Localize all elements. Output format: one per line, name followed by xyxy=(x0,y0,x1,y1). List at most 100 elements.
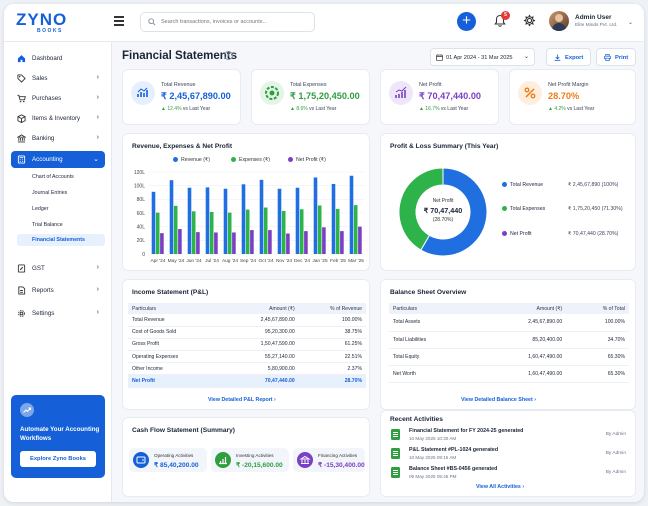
tag-icon xyxy=(17,74,26,83)
bar-net-profit xyxy=(250,230,254,254)
sidebar-item-settings[interactable]: Settings › xyxy=(11,305,105,322)
logo[interactable]: ZYNO BOOKS xyxy=(16,11,68,34)
sidebar-item-label: Dashboard xyxy=(32,55,63,62)
box-icon xyxy=(17,114,26,123)
submenu-ledger[interactable]: Ledger xyxy=(32,206,49,212)
view-all-activities-link[interactable]: View All Activities › xyxy=(476,484,525,490)
search-box[interactable] xyxy=(140,12,315,32)
download-icon xyxy=(554,54,561,61)
legend-revenue: Revenue (₹) xyxy=(173,157,210,163)
cashflow-value: ₹ 85,40,200.00 xyxy=(154,462,199,469)
kpi-value: ₹ 1,75,20,450.00 xyxy=(290,91,360,101)
bank-icon xyxy=(297,452,313,468)
bar-expenses xyxy=(299,209,304,254)
date-range-picker[interactable]: 01 Apr 2024 - 31 Mar 2025 ⌄ xyxy=(430,48,535,66)
x-tick-label: Dec '24 xyxy=(294,258,310,264)
submenu-journal-entries[interactable]: Journal Entries xyxy=(32,190,68,196)
print-button[interactable]: Print xyxy=(596,48,636,66)
sidebar-item-label: Banking xyxy=(32,135,55,142)
table-row: Gross Profit 1,50,47,590.00 61.25% xyxy=(128,338,366,352)
calculator-icon xyxy=(17,155,26,164)
view-balance-sheet-link[interactable]: View Detailed Balance Sheet › xyxy=(461,397,536,403)
sidebar-item-label: Sales xyxy=(32,75,48,82)
cashflow-financing: Financing Activities ₹ -15,30,400.00 xyxy=(293,448,365,472)
y-tick-label: 120L xyxy=(134,170,145,176)
activity-item[interactable]: P&L Statement #PL-1024 generated 10 May … xyxy=(389,446,634,463)
sidebar-item-inventory[interactable]: Items & Inventory › xyxy=(11,110,105,127)
submenu-financial-statements[interactable]: Financial Statements xyxy=(17,234,105,246)
sidebar-item-sales[interactable]: Sales › xyxy=(11,70,105,87)
donut-value-expenses: ₹ 1,75,20,450 (71.30%) xyxy=(568,206,623,212)
sidebar-item-dashboard[interactable]: Dashboard xyxy=(11,50,105,67)
col-header: % of Total xyxy=(566,303,629,314)
investing-chart-icon xyxy=(215,452,231,468)
table-row-net-profit: Net Profit 70,47,440.00 28.70% xyxy=(128,374,366,388)
home-icon xyxy=(17,55,26,63)
bar-revenue xyxy=(349,175,354,254)
y-tick-label: 80L xyxy=(137,197,146,203)
bar-revenue xyxy=(313,177,318,254)
settings-gear-icon[interactable] xyxy=(523,14,536,27)
sidebar-item-label: Purchases xyxy=(32,95,62,102)
app-window: ZYNO BOOKS + 5 Admin User Elite Minds Pv… xyxy=(4,4,644,502)
activity-item[interactable]: Financial Statement for FY 2024-25 gener… xyxy=(389,427,634,444)
x-tick-label: Jun '24 xyxy=(186,258,202,264)
submenu-trial-balance[interactable]: Trial Balance xyxy=(32,222,63,228)
report-icon xyxy=(18,286,26,295)
kpi-title: Total Revenue xyxy=(161,82,196,88)
y-tick-label: 20L xyxy=(137,238,146,244)
y-tick-label: 60L xyxy=(137,211,146,217)
donut-value-revenue: ₹ 2,45,67,890 (100%) xyxy=(568,182,619,188)
col-header: % of Revenue xyxy=(298,303,366,314)
activity-title: Balance Sheet #BS-0456 generated xyxy=(409,466,498,472)
income-title: Income Statement (P&L) xyxy=(132,289,209,296)
donut-center-pct: (28.70%) xyxy=(432,217,454,223)
trend-up-icon xyxy=(20,403,34,417)
sidebar-item-reports[interactable]: Reports › xyxy=(11,282,105,299)
donut-legend-expenses: Total Expenses xyxy=(502,206,545,212)
percent-icon xyxy=(518,81,542,105)
sidebar-item-label: Reports xyxy=(32,287,54,294)
info-icon[interactable]: i xyxy=(224,51,233,60)
explore-button[interactable]: Explore Zyno Books xyxy=(20,451,96,467)
sidebar-item-purchases[interactable]: Purchases › xyxy=(11,90,105,107)
activity-item[interactable]: Balance Sheet #BS-0456 generated 09 May … xyxy=(389,465,634,482)
donut-center-label: Net Profit xyxy=(432,198,454,204)
bar-net-profit xyxy=(268,230,272,254)
recent-activities-card: Recent Activities xyxy=(380,410,636,497)
x-tick-label: Mar '25 xyxy=(348,258,364,264)
submenu-chart-of-accounts[interactable]: Chart of Accounts xyxy=(32,174,74,180)
table-header: Particulars Amount (₹) % of Revenue xyxy=(128,303,366,314)
chevron-down-icon[interactable]: ⌄ xyxy=(628,20,634,26)
view-pl-report-link[interactable]: View Detailed P&L Report › xyxy=(208,397,276,403)
sidebar-item-banking[interactable]: Banking › xyxy=(11,130,105,147)
add-new-button[interactable]: + xyxy=(457,12,476,31)
sidebar-item-accounting[interactable]: Accounting ⌄ xyxy=(11,151,105,168)
avatar[interactable] xyxy=(549,11,569,31)
print-label: Print xyxy=(615,55,629,61)
chevron-right-icon: › xyxy=(96,94,99,101)
chevron-right-icon: › xyxy=(96,264,99,271)
menu-icon[interactable] xyxy=(114,16,124,26)
bar-revenue xyxy=(277,188,282,254)
kpi-value: 28.70% xyxy=(548,91,580,101)
bar-expenses xyxy=(353,205,358,254)
bar-revenue xyxy=(241,184,246,254)
export-button[interactable]: Export xyxy=(546,48,591,66)
kpi-title: Net Profit Margin xyxy=(548,82,589,88)
date-range-text: 01 Apr 2024 - 31 Mar 2025 xyxy=(446,55,513,61)
search-input[interactable] xyxy=(161,16,311,28)
income-table: Particulars Amount (₹) % of Revenue Tota… xyxy=(128,303,366,388)
chevron-right-icon: › xyxy=(96,74,99,81)
gear-icon xyxy=(18,310,25,317)
donut-chart xyxy=(398,167,488,257)
donut-slice-revenue xyxy=(420,167,488,257)
x-tick-label: Nov '24 xyxy=(276,258,292,264)
bar-revenue xyxy=(151,191,156,254)
sidebar-item-label: Accounting xyxy=(32,156,63,163)
promo-text: Automate Your Accounting Workflows xyxy=(20,426,100,442)
revenue-expense-chart-card: Revenue, Expenses & Net Profit Revenue (… xyxy=(122,133,370,271)
sidebar-item-gst[interactable]: GST › xyxy=(11,260,105,277)
chart-title: Revenue, Expenses & Net Profit xyxy=(132,143,233,150)
bar-revenue xyxy=(259,179,264,254)
